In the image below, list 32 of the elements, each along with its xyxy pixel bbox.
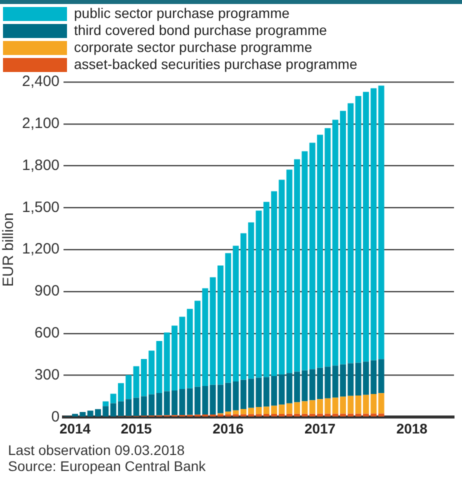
x-tick-label: 2015 bbox=[120, 420, 152, 436]
bar bbox=[378, 414, 384, 417]
x-tick-label: 2014 bbox=[59, 420, 91, 436]
y-axis-title: EUR billion bbox=[0, 212, 18, 287]
bar bbox=[378, 359, 384, 394]
y-tick-label: 1,800 bbox=[22, 156, 60, 174]
bar bbox=[278, 404, 285, 414]
y-tick-label: 2,100 bbox=[22, 115, 60, 132]
y-tick-label: 1,500 bbox=[22, 198, 60, 216]
bar bbox=[278, 414, 285, 417]
y-tick-label: 2,400 bbox=[22, 73, 60, 90]
bar bbox=[156, 340, 162, 394]
bar bbox=[156, 393, 162, 416]
y-tick-label: 0 bbox=[51, 408, 60, 426]
bar bbox=[278, 374, 285, 405]
y-tick-label: 600 bbox=[34, 324, 60, 342]
y-tick-label: 900 bbox=[34, 282, 60, 300]
x-tick-label: 2016 bbox=[212, 420, 244, 436]
bar bbox=[378, 393, 384, 414]
legend-label: public sector purchase programme bbox=[74, 4, 290, 21]
y-tick-label: 300 bbox=[34, 366, 60, 384]
x-tick-label: 2017 bbox=[304, 420, 336, 436]
y-tick-label: 1,200 bbox=[22, 240, 60, 258]
text: Last observation 09.03.2018 bbox=[7, 442, 186, 458]
bar bbox=[378, 86, 384, 360]
legend-label: corporate sector purchase programme bbox=[74, 38, 312, 55]
legend-label: third covered bond purchase programme bbox=[74, 22, 328, 38]
bar bbox=[278, 180, 285, 375]
legend-label: asset-backed securities purchase programme bbox=[74, 56, 358, 72]
bar bbox=[102, 401, 109, 406]
source-note: Source: European Central Bank bbox=[7, 458, 207, 474]
x-tick-label: 2018 bbox=[396, 420, 428, 436]
